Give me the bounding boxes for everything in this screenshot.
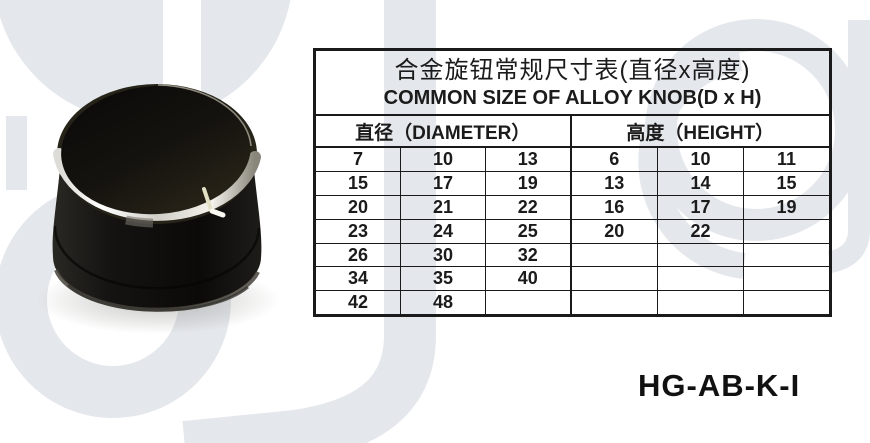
table-cell: 16 <box>569 194 658 220</box>
table-cell: 30 <box>400 242 486 268</box>
watermark-stem-left <box>182 0 436 443</box>
model-label: HG-AB-K-I <box>638 368 801 403</box>
table-cell: 13 <box>569 170 658 196</box>
table-cell <box>569 266 658 292</box>
size-table: 合金旋钮常规尺寸表(直径x高度) COMMON SIZE OF ALLOY KN… <box>313 48 833 318</box>
table-cell <box>485 290 571 317</box>
table-title-cn: 合金旋钮常规尺寸表(直径x高度) <box>394 57 751 85</box>
table-cell: 10 <box>400 146 486 172</box>
table-cell: 21 <box>400 194 486 220</box>
table-cell <box>657 242 744 268</box>
knob-top-face <box>61 85 251 215</box>
table-title-en: COMMON SIZE OF ALLOY KNOB(D x H) <box>383 86 762 109</box>
table-cell: 40 <box>485 266 571 292</box>
table-cell: 26 <box>314 242 401 268</box>
table-cell <box>742 218 832 244</box>
table-title-row: 合金旋钮常规尺寸表(直径x高度) COMMON SIZE OF ALLOY KN… <box>313 49 832 116</box>
table-cell: 42 <box>314 290 401 317</box>
knob-photo <box>36 84 280 334</box>
table-cell: 35 <box>400 266 486 292</box>
table-row: 23 24 25 20 22 <box>314 218 832 244</box>
table-cell: 23 <box>314 218 401 244</box>
table-row: 42 48 <box>314 290 832 317</box>
knob-groove <box>53 225 261 290</box>
table-cell: 22 <box>485 194 571 220</box>
table-cell: 15 <box>314 170 401 196</box>
table-cell <box>657 266 744 292</box>
watermark-bar <box>6 116 27 190</box>
table-cell: 22 <box>657 218 744 244</box>
table-cell <box>569 242 658 268</box>
table-title-cell: 合金旋钮常规尺寸表(直径x高度) COMMON SIZE OF ALLOY KN… <box>313 49 832 116</box>
knob-skirt-band2 <box>66 283 249 312</box>
table-section-header-row: 直径（DIAMETER） 高度（HEIGHT） <box>314 114 832 148</box>
table-cell <box>657 290 744 317</box>
table-cell: 19 <box>485 170 571 196</box>
table-cell: 14 <box>657 170 744 196</box>
table-cell: 15 <box>742 170 832 196</box>
table-cell: 19 <box>742 194 832 220</box>
table-cell: 13 <box>485 146 571 172</box>
table-row: 15 17 19 13 14 15 <box>314 170 832 196</box>
table-cell <box>742 266 832 292</box>
knob-edge-highlight <box>157 84 252 147</box>
table-cell: 6 <box>569 146 658 172</box>
height-header: 高度（HEIGHT） <box>569 114 832 148</box>
knob-indicator-mark <box>202 187 213 212</box>
table-row: 20 21 22 16 17 19 <box>314 194 832 220</box>
table-cell: 20 <box>569 218 658 244</box>
table-row: 26 30 32 <box>314 242 832 268</box>
table-cell: 7 <box>314 146 401 172</box>
table-cell: 25 <box>485 218 571 244</box>
knob-indicator-glint <box>209 208 226 218</box>
table-cell: 24 <box>400 218 486 244</box>
table-cell <box>742 290 832 317</box>
knob-chrome-streak <box>125 215 154 228</box>
table-cell: 32 <box>485 242 571 268</box>
table-cell <box>742 242 832 268</box>
table-cell: 11 <box>742 146 832 172</box>
watermark-disc <box>0 0 291 122</box>
diameter-header: 直径（DIAMETER） <box>314 114 571 148</box>
table-cell: 17 <box>657 194 744 220</box>
table-row: 34 35 40 <box>314 266 832 292</box>
table-cell: 34 <box>314 266 401 292</box>
table-cell: 10 <box>657 146 744 172</box>
table-cell: 17 <box>400 170 486 196</box>
watermark-stem-right <box>827 20 870 273</box>
table-cell: 20 <box>314 194 401 220</box>
table-row: 7 10 13 6 10 11 <box>314 146 832 172</box>
table-cell: 48 <box>400 290 486 317</box>
table-cell <box>569 290 658 317</box>
